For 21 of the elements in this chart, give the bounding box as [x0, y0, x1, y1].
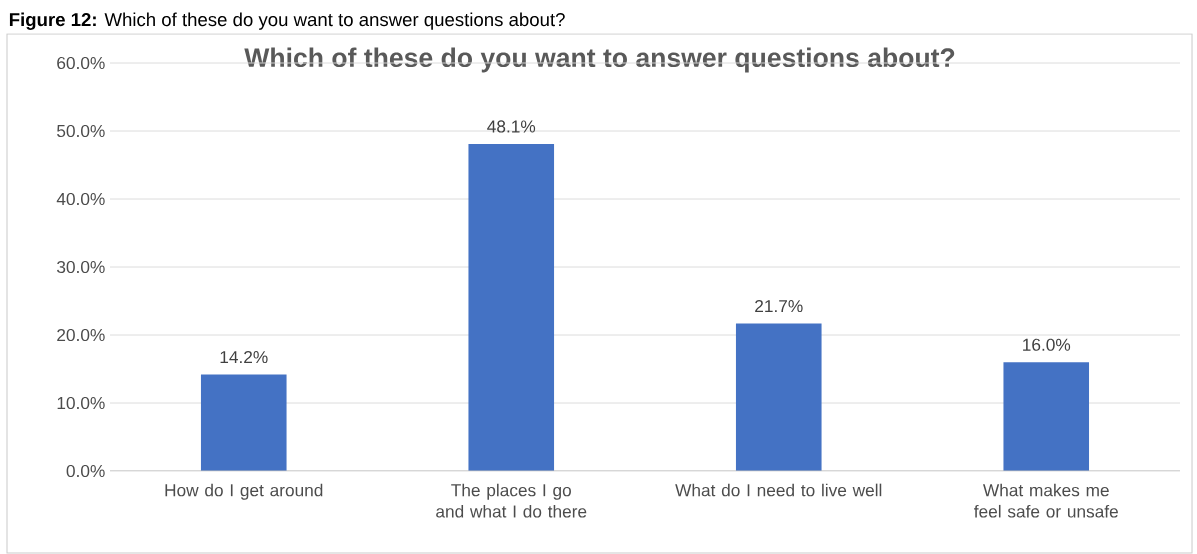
y-tick-label: 30.0% — [57, 260, 105, 274]
y-tick-label: 40.0% — [56, 192, 105, 206]
x-tick-label: What do I need to live well — [675, 483, 882, 497]
y-tick-label: 60.0% — [57, 56, 105, 70]
data-label: 14.2% — [220, 350, 268, 364]
x-tick-label: How do I get around — [165, 483, 323, 500]
bar — [1003, 362, 1090, 471]
bar — [468, 143, 555, 471]
data-label: 48.1% — [487, 120, 536, 133]
y-tick-label: 0.0% — [66, 464, 105, 478]
bar — [735, 323, 822, 471]
bar — [200, 374, 287, 471]
y-tick-label: 10.0% — [57, 396, 105, 410]
text: Figure 12: Which of these do you want to answer questions about? — [9, 12, 565, 30]
x-tick-label: What makes me feel safe or unsafe — [974, 483, 1118, 518]
data-label: 21.7% — [755, 299, 803, 313]
x-tick-label: The places I go and what I do there — [436, 483, 587, 518]
y-tick-label: 50.0% — [57, 124, 105, 138]
y-tick-label: 20.0% — [57, 328, 105, 342]
chart-title: Which of these do you want to answer questions about? — [244, 47, 955, 73]
data-label: 16.0% — [1023, 338, 1071, 351]
